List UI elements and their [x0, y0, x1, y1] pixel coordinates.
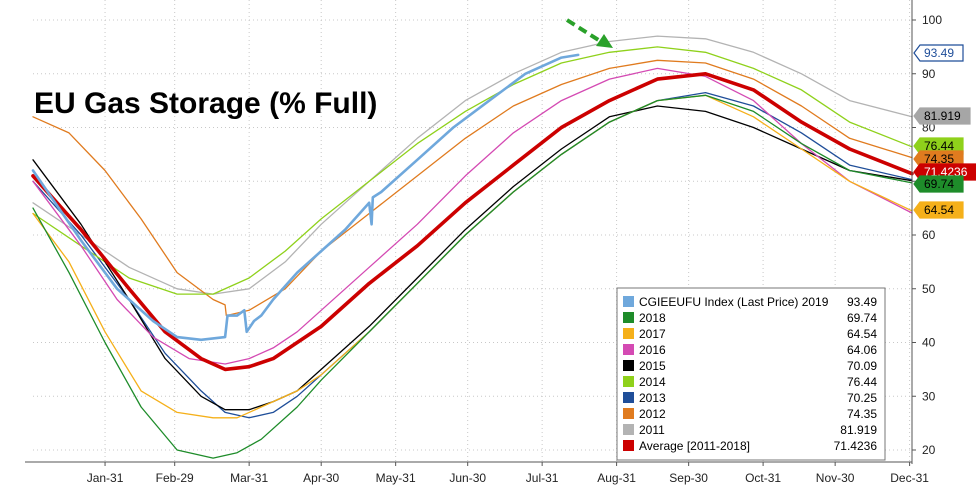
legend-value: 81.919 — [840, 423, 877, 437]
badge-shape — [913, 175, 964, 193]
y-tick-label: 50 — [922, 282, 936, 296]
legend-item: 2018 69.74 — [623, 311, 877, 325]
y-tick-label: 90 — [922, 67, 936, 81]
annotation-arrow-shaft — [565, 18, 602, 43]
badge-label: 64.54 — [924, 203, 954, 217]
legend-item: Average [2011-2018] 71.4236 — [623, 439, 877, 453]
legend-value: 74.35 — [847, 407, 877, 421]
x-tick-label: Jan-31 — [87, 471, 124, 485]
x-tick-label: Apr-30 — [303, 471, 339, 485]
legend-item: 2014 76.44 — [623, 375, 877, 389]
x-tick-label: Mar-31 — [230, 471, 268, 485]
series-line-cgieeufu-index-last-price-2019 — [31, 53, 580, 342]
last-value-badge: 76.44 — [913, 137, 964, 155]
legend-swatch — [623, 440, 634, 451]
x-tick-label: Nov-30 — [816, 471, 855, 485]
legend-value: 76.44 — [847, 375, 877, 389]
last-value-badge: 64.54 — [913, 201, 964, 219]
x-tick-label: Sep-30 — [669, 471, 708, 485]
legend-label: 2017 — [639, 327, 666, 341]
series-line-2014 — [32, 46, 913, 295]
y-tick-label: 20 — [922, 443, 936, 457]
legend-label: 2014 — [639, 375, 666, 389]
legend-value: 70.25 — [847, 391, 877, 405]
legend-item: 2012 74.35 — [623, 407, 877, 421]
series-line-2018 — [32, 94, 913, 459]
x-tick-label: Dec-31 — [890, 471, 929, 485]
legend-box — [616, 287, 886, 461]
annotation-arrow-head — [596, 34, 613, 48]
legend-swatch — [623, 296, 634, 307]
legend-value: 70.09 — [847, 359, 877, 373]
legend-value: 69.74 — [847, 311, 877, 325]
legend-label: 2016 — [639, 343, 666, 357]
x-tick-label: Oct-31 — [745, 471, 781, 485]
legend-label: Average [2011-2018] — [639, 439, 750, 453]
legend-value: 64.06 — [847, 343, 877, 357]
legend-item: 2013 70.25 — [623, 391, 877, 405]
last-value-badge: 81.919 — [913, 107, 971, 125]
legend-label: CGIEEUFU Index (Last Price) 2019 — [639, 295, 829, 309]
legend-item: 2015 70.09 — [623, 359, 877, 373]
legend-item: 2016 64.06 — [623, 343, 877, 357]
legend-label: 2011 — [639, 423, 665, 437]
x-tick-label: Jul-31 — [526, 471, 559, 485]
x-tick-label: Aug-31 — [597, 471, 636, 485]
badge-label: 69.74 — [924, 177, 954, 191]
x-tick-label: Jun-30 — [449, 471, 486, 485]
chart-title: EU Gas Storage (% Full) — [34, 87, 377, 120]
series-line-2015 — [32, 105, 913, 411]
series-layer — [31, 35, 914, 459]
badge-label: 76.44 — [924, 139, 954, 153]
legend-label: 2015 — [639, 359, 666, 373]
last-value-badge: 69.74 — [913, 175, 964, 193]
legend-swatch — [623, 408, 634, 419]
x-tick-label: Feb-29 — [156, 471, 194, 485]
legend-swatch — [623, 392, 634, 403]
annotation-arrow-icon — [565, 18, 613, 48]
legend-swatch — [623, 328, 634, 339]
legend-value: 71.4236 — [834, 439, 878, 453]
y-tick-label: 30 — [922, 389, 936, 403]
legend-item: CGIEEUFU Index (Last Price) 2019 93.49 — [623, 295, 877, 309]
badge-shape — [913, 107, 971, 125]
legend-swatch — [623, 376, 634, 387]
legend-swatch — [623, 360, 634, 371]
badge-label: 81.919 — [924, 109, 961, 123]
legend-value: 93.49 — [847, 295, 877, 309]
badge-shape — [913, 44, 964, 62]
legend-swatch — [623, 344, 634, 355]
last-value-badge: 93.49 — [913, 44, 964, 62]
legend: CGIEEUFU Index (Last Price) 2019 93.49 201… — [616, 287, 886, 461]
legend-label: 2012 — [639, 407, 666, 421]
series-line-2011 — [32, 35, 913, 295]
badge-label: 93.49 — [924, 46, 954, 60]
badge-label: 74.35 — [924, 152, 954, 166]
legend-value: 64.54 — [847, 327, 877, 341]
legend-item: 2017 64.54 — [623, 327, 877, 341]
y-tick-label: 60 — [922, 228, 936, 242]
legend-label: 2013 — [639, 391, 666, 405]
legend-item: 2011 81.919 — [623, 423, 877, 437]
badge-shape — [913, 201, 964, 219]
series-line-2016 — [32, 67, 913, 365]
series-line-average-2011-2018 — [31, 72, 914, 372]
legend-swatch — [623, 312, 634, 323]
legend-label: 2018 — [639, 311, 666, 325]
y-tick-label: 40 — [922, 336, 936, 350]
y-tick-label: 100 — [922, 13, 942, 27]
legend-swatch — [623, 424, 634, 435]
x-tick-label: May-31 — [376, 471, 416, 485]
